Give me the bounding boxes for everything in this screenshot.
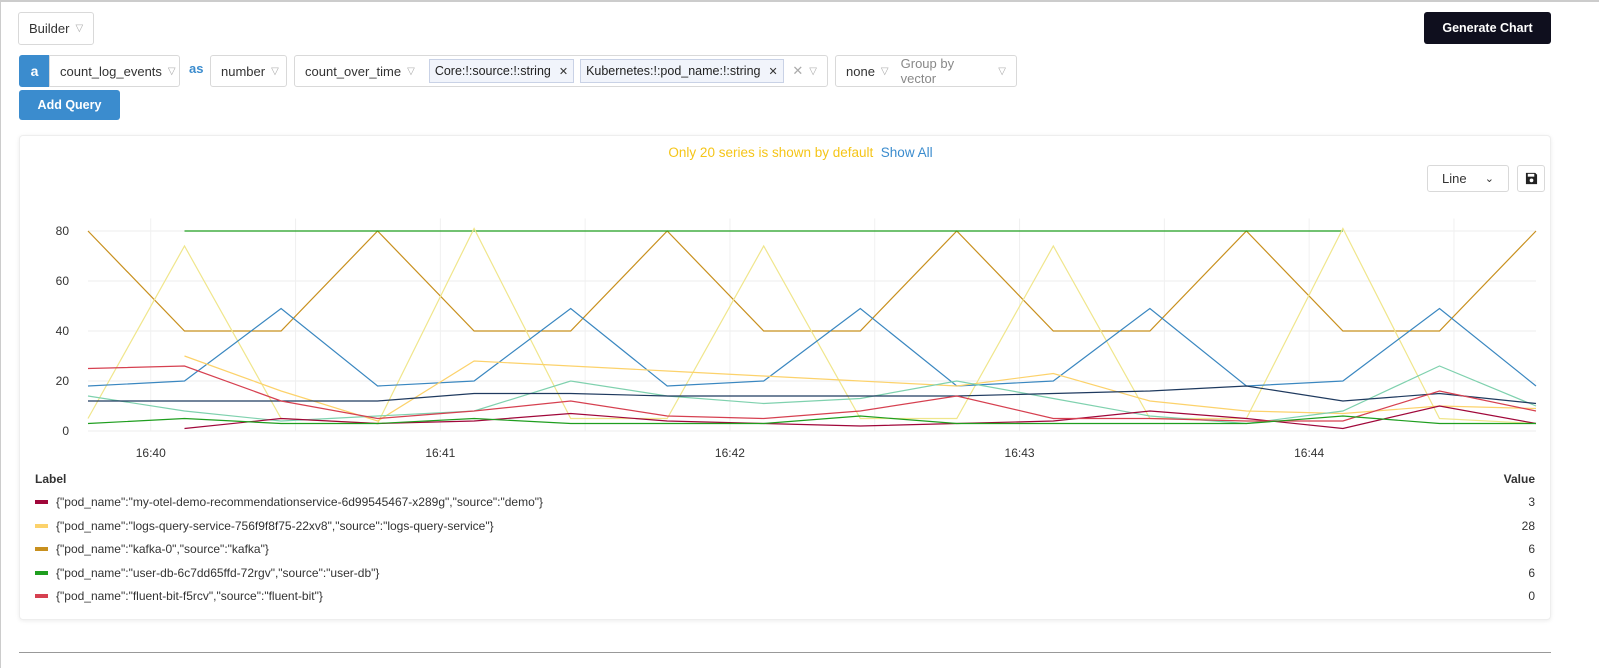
series-notice: Only 20 series is shown by default Show …	[1, 145, 1599, 160]
chevron-down-icon: ▽	[880, 65, 889, 77]
function-value: count_over_time	[305, 63, 402, 79]
series-line	[87, 415, 1536, 425]
x-tick-label: 16:44	[1294, 446, 1324, 460]
legend-label: {"pod_name":"logs-query-service-756f9f8f…	[56, 518, 494, 533]
legend-label: {"pod_name":"my-otel-demo-recommendation…	[56, 495, 544, 509]
legend-item[interactable]: {"pod_name":"logs-query-service-756f9f8f…	[35, 519, 494, 533]
group-tag: Core:!:source:!:string ✕	[428, 59, 575, 83]
type-select[interactable]: number ▽	[210, 55, 287, 87]
series-line	[87, 307, 1537, 387]
group-by-placeholder[interactable]: Group by vector	[900, 56, 955, 86]
type-value: number	[221, 63, 266, 79]
legend-swatch	[35, 523, 48, 528]
save-button[interactable]	[1517, 165, 1545, 192]
aggregation-select[interactable]: none ▽ Group by vector ▽	[835, 55, 1017, 87]
legend-value: 28	[1521, 518, 1535, 533]
chart-type-value: Line	[1442, 171, 1467, 186]
legend-value: 3	[1528, 495, 1535, 509]
remove-tag-icon[interactable]: ✕	[558, 65, 569, 78]
remove-tag-icon[interactable]: ✕	[768, 65, 778, 78]
group-tag: Kubernetes:!:pod_name:!:string ✕	[580, 59, 784, 83]
y-tick-label: 40	[56, 324, 70, 338]
series-line	[87, 365, 1537, 425]
legend-item[interactable]: {"pod_name":"fluent-bit-f5rcv","source":…	[35, 589, 323, 603]
chevron-down-icon: ▽	[75, 23, 84, 34]
agg-value: none	[846, 63, 875, 79]
chevron-down-icon: ⌄	[1484, 173, 1494, 185]
metric-select[interactable]: count_log_events ▽	[49, 55, 180, 87]
y-tick-label: 20	[56, 374, 70, 388]
query-letter: a	[19, 55, 50, 87]
generate-chart-button[interactable]: Generate Chart	[1424, 12, 1551, 44]
series-line	[87, 230, 1537, 332]
legend-value-header: Value	[1503, 472, 1535, 486]
add-query-button[interactable]: Add Query	[19, 90, 120, 120]
x-tick-label: 16:40	[136, 446, 166, 460]
legend-swatch	[35, 570, 48, 575]
legend-label-header: Label	[35, 472, 67, 486]
line-chart: 0 20 40 60 80 16:40 16:41 16:42 16:43 16:44	[56, 218, 1537, 460]
x-tick-label: 16:42	[715, 446, 745, 460]
y-tick-label: 80	[56, 224, 70, 238]
function-select[interactable]: count_over_time ▽ Core:!:source:!:string ✕…	[294, 55, 828, 87]
legend-item[interactable]: {"pod_name":"kafka-0","source":"kafka"}	[35, 542, 269, 556]
series-line	[88, 385, 1537, 405]
chevron-down-icon: ▽	[271, 65, 279, 77]
legend-swatch	[35, 547, 48, 551]
x-tick-label: 16:41	[425, 446, 455, 460]
y-tick-label: 0	[62, 424, 69, 438]
chevron-down-icon: ▽	[998, 65, 1006, 77]
legend-swatch	[35, 594, 48, 598]
mode-select[interactable]: Builder ▽	[18, 12, 95, 45]
chevron-down-icon[interactable]: ▽	[809, 65, 817, 77]
as-label: as	[189, 61, 204, 76]
notice-text: Only 20 series is shown by default	[668, 145, 874, 160]
series-line	[184, 405, 1537, 430]
series-line	[87, 227, 1537, 425]
chevron-down-icon: ▽	[407, 65, 415, 77]
show-all-link[interactable]: Show All	[880, 145, 933, 160]
legend-item[interactable]: {"pod_name":"my-otel-demo-recommendation…	[35, 495, 543, 509]
series-line	[87, 365, 1537, 422]
y-tick-label: 60	[56, 274, 70, 288]
chevron-down-icon: ▽	[167, 65, 176, 77]
tag-label: Kubernetes:!:pod_name:!:string	[586, 64, 761, 78]
mode-select-value: Builder	[29, 21, 70, 36]
legend-value: 6	[1528, 542, 1535, 556]
tag-label: Core:!:source:!:string	[434, 64, 551, 78]
legend-item[interactable]: {"pod_name":"user-db-6c7dd65ffd-72rgv","…	[35, 566, 379, 580]
legend-value: 6	[1528, 565, 1535, 580]
legend-swatch	[35, 500, 48, 504]
metric-value: count_log_events	[60, 63, 162, 79]
chart-type-select[interactable]: Line ⌄	[1427, 165, 1509, 192]
x-tick-label: 16:43	[1005, 446, 1035, 460]
save-icon	[1525, 172, 1537, 185]
legend-label: {"pod_name":"fluent-bit-f5rcv","source":…	[56, 589, 323, 603]
legend-label: {"pod_name":"kafka-0","source":"kafka"}	[56, 542, 269, 556]
legend-value: 0	[1528, 589, 1535, 603]
legend-label: {"pod_name":"user-db-6c7dd65ffd-72rgv","…	[56, 565, 380, 580]
divider	[19, 652, 1551, 653]
series-line	[184, 355, 1537, 422]
clear-icon[interactable]: ✕	[792, 63, 804, 78]
